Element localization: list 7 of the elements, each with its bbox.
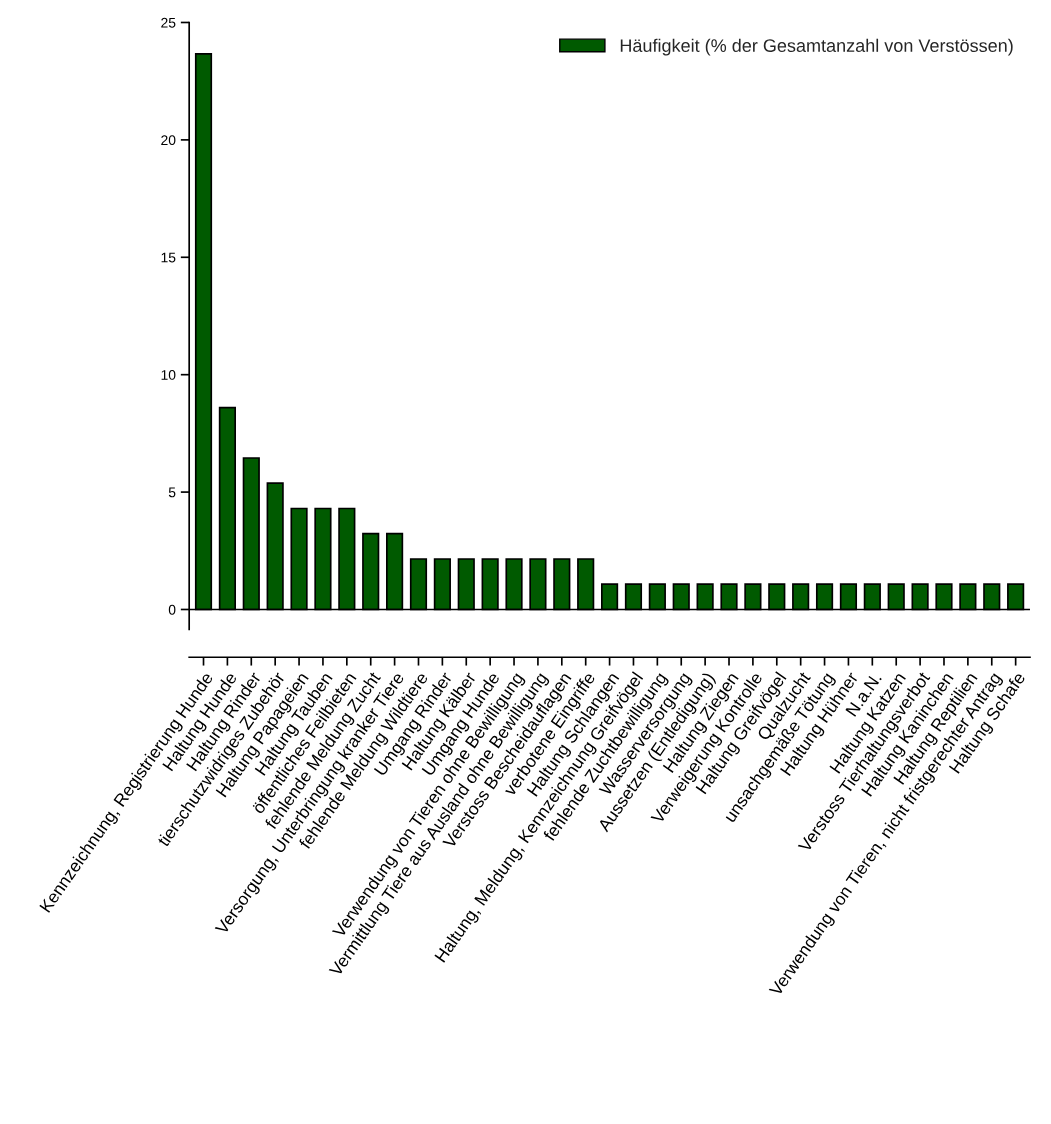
y-tick-label: 10 [161, 370, 176, 380]
y-tick-label: 25 [161, 17, 176, 28]
y-tick-label: 5 [168, 487, 176, 498]
y-tick-label: 20 [161, 135, 176, 146]
y-tick-label: 15 [161, 252, 176, 263]
legend-label: Häufigkeit (% der Gesamtanzahl von Verstössen) [620, 38, 1013, 56]
y-tick-label: 0 [168, 604, 176, 615]
